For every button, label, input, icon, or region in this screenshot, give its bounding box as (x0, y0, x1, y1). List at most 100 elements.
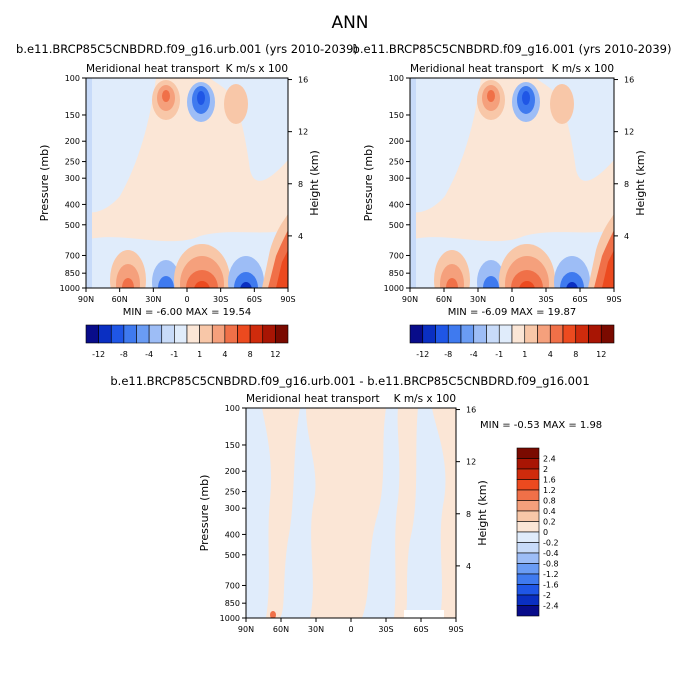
colorbar-swatch (575, 324, 589, 344)
colorbar-label: 1.2 (543, 486, 556, 495)
colorbar-label: 4 (222, 350, 227, 359)
colorbar-label: 12 (596, 350, 606, 359)
y-tick-label: 150 (225, 441, 240, 450)
figure-title: ANN (331, 13, 368, 33)
colorbar-swatch (516, 468, 540, 480)
colorbar-label: -2.4 (543, 602, 559, 611)
colorbar-control: -12 -8 -4 -1 1 4 8 12 (409, 324, 615, 359)
plot-subtitle: Meridional heat transport (410, 63, 544, 75)
y-tick-label: 400 (225, 530, 240, 539)
y-tick-label: 200 (225, 467, 240, 476)
colorbar-label: -0.4 (543, 549, 559, 558)
height-tick-label: 16 (298, 76, 308, 85)
height-tick-label: 4 (298, 232, 303, 241)
colorbar-label: 2 (543, 465, 548, 474)
y-tick-label: 100 (225, 404, 240, 413)
y-axis-label: Pressure (mb) (198, 475, 211, 552)
colorbar-swatch (473, 324, 487, 344)
y-axis-label: Pressure (mb) (362, 145, 375, 222)
colorbar-swatch (498, 324, 513, 344)
y-tick-label: 400 (65, 200, 80, 209)
colorbar-swatch (516, 605, 540, 617)
colorbar-swatch (516, 573, 540, 585)
y-tick-label: 1000 (384, 284, 404, 293)
colorbar-label: -2 (543, 591, 551, 600)
x-tick-label: 0 (348, 625, 353, 634)
colorbar-swatch (199, 324, 213, 344)
colorbar-label: 1.6 (543, 476, 556, 485)
colorbar-swatch (516, 584, 540, 596)
y-tick-label: 100 (389, 74, 404, 83)
y-tick-label: 150 (389, 111, 404, 120)
panel-control: b.e11.BRCP85C5CNBDRD.f09_g16.001 (yrs 20… (353, 42, 671, 289)
x-tick-label: 30S (378, 625, 393, 634)
colorbar-swatch (516, 500, 540, 512)
colorbar-swatch (186, 324, 200, 344)
x-tick-label: 90N (238, 625, 254, 634)
height-tick-label: 16 (624, 76, 634, 85)
colorbar-label: 8 (248, 350, 253, 359)
colorbar-swatch (588, 324, 602, 344)
colorbar-swatch (516, 489, 540, 501)
colorbar-label: -8 (120, 350, 128, 359)
colorbar-swatch (537, 324, 551, 344)
colorbar-swatch (409, 324, 424, 344)
colorbar-label: -8 (444, 350, 452, 359)
colorbar-label: -1 (495, 350, 503, 359)
colorbar-swatch (224, 324, 238, 344)
colorbar-swatch (98, 324, 112, 344)
stats-text: MIN = -6.09 MAX = 19.87 (448, 307, 577, 318)
colorbar-swatch (562, 324, 577, 344)
x-tick-label: 60S (572, 295, 587, 304)
colorbar-label: 0.4 (543, 507, 556, 516)
colorbar-swatch (148, 324, 163, 344)
x-tick-label: 60N (273, 625, 289, 634)
y-tick-label: 850 (389, 269, 404, 278)
units-label: K m/s x 100 (226, 63, 288, 75)
colorbar-swatch (600, 324, 615, 344)
colorbar-swatch (524, 324, 538, 344)
x-tick-label: 90N (402, 295, 418, 304)
colorbar-swatch (447, 324, 462, 344)
colorbar-swatch (211, 324, 226, 344)
colorbar-swatch (275, 324, 289, 344)
y-tick-label: 300 (65, 174, 80, 183)
colorbar-label: -1 (170, 350, 178, 359)
height-tick-label: 8 (466, 510, 471, 519)
colorbar-swatch (486, 324, 500, 344)
colorbar-label: 1 (522, 350, 527, 359)
colorbar-swatch (516, 552, 540, 564)
colorbar-swatch (516, 563, 540, 575)
x-tick-label: 60S (247, 295, 262, 304)
x-tick-label: 90S (448, 625, 463, 634)
colorbar-swatch (516, 521, 540, 533)
colorbar-swatch (422, 324, 436, 344)
y-tick-label: 700 (389, 251, 404, 260)
height-tick-label: 12 (466, 458, 476, 467)
colorbar-label: 0.2 (543, 518, 556, 527)
y-tick-label: 300 (225, 504, 240, 513)
y-tick-label: 100 (65, 74, 80, 83)
colorbar-swatch (262, 324, 276, 344)
colorbar-label: 8 (573, 350, 578, 359)
height-tick-label: 16 (466, 406, 476, 415)
height-tick-label: 12 (624, 128, 634, 137)
height-tick-label: 4 (624, 232, 629, 241)
colorbar-swatch (110, 324, 125, 344)
stats-text: MIN = -6.00 MAX = 19.54 (123, 307, 252, 318)
colorbar-label: -12 (416, 350, 429, 359)
y-tick-label: 250 (389, 158, 404, 167)
panel-urb: b.e11.BRCP85C5CNBDRD.f09_g16.urb.001 (yr… (16, 42, 358, 289)
y-tick-label: 500 (65, 221, 80, 230)
y-tick-label: 850 (65, 269, 80, 278)
x-tick-label: 60S (413, 625, 428, 634)
y-axis-label: Pressure (mb) (38, 145, 51, 222)
colorbar-label: 12 (270, 350, 280, 359)
y-tick-label: 1000 (60, 284, 80, 293)
colorbar-label: 4 (548, 350, 553, 359)
stats-text: MIN = -0.53 MAX = 1.98 (480, 420, 602, 431)
colorbar-swatch (516, 458, 540, 470)
x-tick-label: 30S (213, 295, 228, 304)
y-tick-label: 500 (225, 551, 240, 560)
colorbar-label: -4 (470, 350, 478, 359)
